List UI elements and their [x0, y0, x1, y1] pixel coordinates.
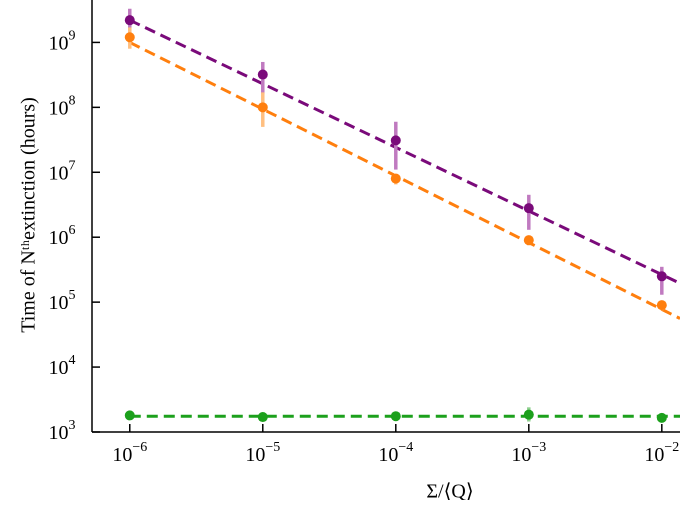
y-axis-label: Time of Nᵗʰextinction (hours) — [18, 97, 40, 333]
x-tick-label: 10−4 — [378, 440, 413, 465]
y-tick-label: 106 — [49, 223, 76, 248]
fit-line — [129, 18, 680, 285]
y-tick-label: 104 — [49, 353, 76, 378]
point — [390, 135, 401, 146]
y-tick-label: 109 — [49, 29, 76, 54]
x-tick-label: 10−2 — [644, 440, 679, 465]
y-tick-label: 108 — [49, 94, 76, 119]
plot-area — [124, 8, 680, 423]
x-tick-label: 10−5 — [245, 440, 280, 465]
point — [523, 203, 534, 214]
point — [257, 69, 268, 80]
y-tick-label: 103 — [49, 418, 76, 443]
point — [656, 412, 667, 423]
y-tick-label: 107 — [49, 158, 76, 183]
x-tick-label: 10−3 — [511, 440, 546, 465]
point — [523, 409, 534, 420]
x-tick-label: 10−6 — [112, 440, 147, 465]
x-axis-label: Σ/⟨Q⟩ — [426, 481, 473, 500]
point — [257, 102, 268, 113]
point — [124, 410, 135, 421]
y-tick-label: 105 — [49, 288, 76, 313]
point — [390, 173, 401, 184]
point — [390, 411, 401, 422]
point — [656, 271, 667, 282]
fit-line — [129, 41, 680, 320]
point — [523, 235, 534, 246]
point — [257, 412, 268, 423]
point — [124, 32, 135, 43]
point — [656, 300, 667, 311]
point — [124, 15, 135, 26]
